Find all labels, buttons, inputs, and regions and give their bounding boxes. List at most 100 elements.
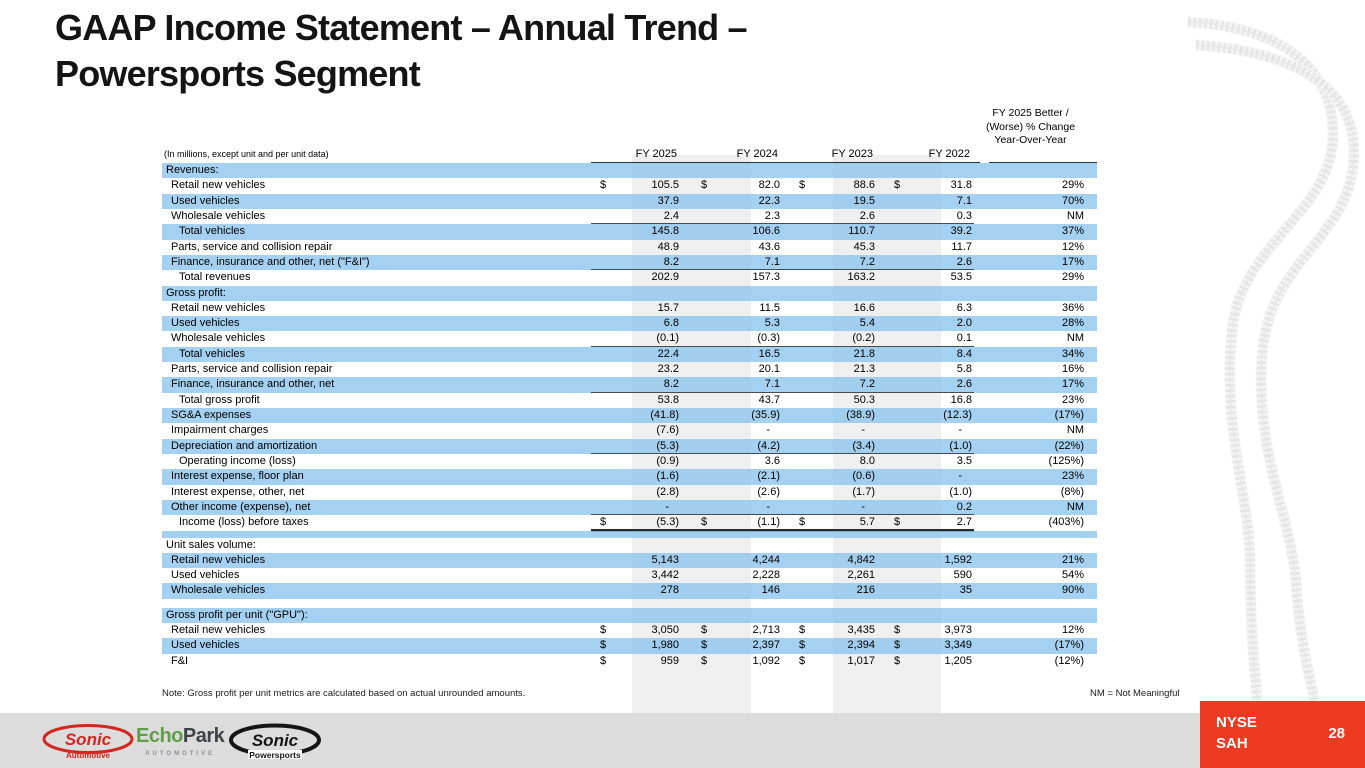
cell-fy2024 xyxy=(681,286,782,301)
row-label: Total gross profit xyxy=(179,393,260,406)
cell-fy2023: 19.5 xyxy=(853,194,875,207)
cell-fy2022: 11.7 xyxy=(951,240,972,253)
cell-change xyxy=(974,608,1097,623)
row-label: Parts, service and collision repair xyxy=(171,363,333,376)
row-label: Parts, service and collision repair xyxy=(171,240,333,253)
cell-fy2025 xyxy=(593,286,681,301)
table-row: Other income (expense), net - - - 0.2 NM xyxy=(162,499,1097,516)
subtotal-rule xyxy=(591,223,974,225)
col-header-change: FY 2025 Better / (Worse) % Change Year-O… xyxy=(985,107,1076,146)
row-label: Impairment charges xyxy=(171,424,269,437)
table-row: Gross profit per unit ("GPU"): xyxy=(162,607,1097,624)
cell-fy2025: 6.8 xyxy=(663,317,679,330)
cell-change xyxy=(974,286,1097,301)
col-header-fy2022: FY 2022 xyxy=(928,148,970,160)
row-label: SG&A expenses xyxy=(171,409,252,421)
svg-text:Sonic: Sonic xyxy=(252,731,299,750)
cell-fy2025: 37.9 xyxy=(657,194,679,207)
cell-fy2022: (1.0) xyxy=(949,439,972,452)
cell-fy2023: - xyxy=(861,500,865,513)
row-label: Operating income (loss) xyxy=(179,454,296,467)
table-header: (In millions, except unit and per unit d… xyxy=(162,106,1097,163)
cell-fy2022: - xyxy=(958,470,962,483)
cell-change: 17% xyxy=(1061,378,1084,391)
cell-change: 12% xyxy=(1061,624,1084,637)
cell-fy2022: 590 xyxy=(953,569,972,582)
row-label: Wholesale vehicles xyxy=(171,584,266,597)
cell-fy2025: (2.8) xyxy=(656,485,679,498)
table-row: F&I $959 $1,092 $1,017 $1,205 (12%) xyxy=(162,654,1097,669)
cell-fy2022 xyxy=(877,538,974,553)
row-label: Finance, insurance and other, net ("F&I"… xyxy=(171,255,370,268)
cell-fy2025: 5,143 xyxy=(651,553,679,566)
table-row: Retail new vehicles 5,143 4,244 4,842 1,592 2… xyxy=(162,552,1097,569)
cell-fy2022: 0.2 xyxy=(956,500,972,513)
cell-fy2023: 16.6 xyxy=(853,301,875,314)
cell-fy2025 xyxy=(593,538,681,553)
cell-fy2024: 20.1 xyxy=(758,363,780,376)
cell-fy2023: 163.2 xyxy=(847,271,875,284)
ticker-text: NYSE SAH xyxy=(1216,714,1257,752)
cell-fy2022: $31.8 xyxy=(894,179,972,192)
cell-change xyxy=(974,163,1097,178)
cell-fy2025: 278 xyxy=(660,584,679,597)
cell-change: 70% xyxy=(1061,194,1084,207)
svg-text:Sonic: Sonic xyxy=(65,730,112,749)
cell-fy2024: 43.6 xyxy=(758,240,780,253)
cell-change: 12% xyxy=(1061,240,1084,253)
cell-fy2024 xyxy=(681,163,782,178)
cell-fy2025: 8.2 xyxy=(663,378,679,391)
footer-bar: Sonic Automotive EchoPark AUTOMOTIVE Son… xyxy=(0,713,1201,768)
footnote-row: Note: Gross profit per unit metrics are … xyxy=(162,688,1180,701)
table-row: Used vehicles 6.8 5.3 5.4 2.0 28% xyxy=(162,316,1097,332)
cell-fy2025 xyxy=(593,608,681,623)
cell-fy2022: $1,205 xyxy=(894,654,972,667)
cell-fy2025: 2.4 xyxy=(663,209,679,222)
cell-fy2025: (5.3) xyxy=(656,439,679,452)
table-row: Wholesale vehicles (0.1) (0.3) (0.2) 0.1 NM xyxy=(162,331,1097,347)
cell-fy2025: 22.4 xyxy=(657,347,679,360)
row-label: Retail new vehicles xyxy=(171,301,266,314)
cell-fy2022: 39.2 xyxy=(950,225,972,238)
table-row: Depreciation and amortization (5.3) (4.2) (… xyxy=(162,438,1097,454)
cell-fy2023: (3.4) xyxy=(852,439,875,452)
cell-fy2024: $2,397 xyxy=(701,639,780,652)
table-row: Finance, insurance and other, net ("F&I"… xyxy=(162,254,1097,271)
col-header-fy2024: FY 2024 xyxy=(736,148,778,160)
row-label: Gross profit: xyxy=(166,286,226,299)
cell-fy2025: 3,442 xyxy=(651,569,679,582)
column-shading-band xyxy=(632,155,751,717)
cell-fy2022: $2.7 xyxy=(894,516,972,529)
cell-fy2022: (1.0) xyxy=(949,485,972,498)
cell-fy2023: 45.3 xyxy=(853,240,875,253)
cell-change: 90% xyxy=(1061,584,1084,597)
row-label: Revenues: xyxy=(166,164,219,176)
cell-fy2022: 1,592 xyxy=(944,553,972,566)
footnote: Note: Gross profit per unit metrics are … xyxy=(162,688,526,699)
cell-fy2025: $1,980 xyxy=(600,639,679,652)
cell-fy2023: 7.2 xyxy=(859,378,875,391)
row-label: Income (loss) before taxes xyxy=(179,516,309,529)
cell-fy2024: (2.6) xyxy=(757,485,780,498)
sonic-powersports-logo: Sonic Powersports xyxy=(229,723,321,760)
cell-fy2022: 7.1 xyxy=(956,194,972,207)
table-row: Total vehicles 22.4 16.5 21.8 8.4 34% xyxy=(162,346,1097,363)
change-header-underline xyxy=(989,162,1097,163)
table-row: Parts, service and collision repair 48.9 4… xyxy=(162,240,1097,255)
subtotal-rule xyxy=(591,269,974,271)
row-label: Retail new vehicles xyxy=(171,553,266,566)
table-row: SG&A expenses (41.8) (35.9) (38.9) (12.3) (17… xyxy=(162,408,1097,424)
page-title-line1: GAAP Income Statement – Annual Trend – xyxy=(55,7,748,48)
cell-fy2025: $ (5.3) xyxy=(600,516,679,529)
cell-fy2025: 23.2 xyxy=(657,363,679,376)
cell-fy2024: 2.3 xyxy=(764,209,780,222)
cell-fy2022: 5.8 xyxy=(956,363,972,376)
table-row: Used vehicles 37.9 22.3 19.5 7.1 70% xyxy=(162,193,1097,209)
cell-fy2023: (1.7) xyxy=(852,485,875,498)
cell-fy2023 xyxy=(782,163,877,178)
table-row: Unit sales volume: xyxy=(162,538,1097,553)
cell-fy2025: 145.8 xyxy=(651,225,679,238)
table-row: Retail new vehicles $105.5 $82.0 $88.6 $31.8… xyxy=(162,178,1097,193)
table-row: Retail new vehicles $3,050 $2,713 $3,435 $3,… xyxy=(162,623,1097,638)
cell-fy2023: (0.6) xyxy=(852,470,875,483)
